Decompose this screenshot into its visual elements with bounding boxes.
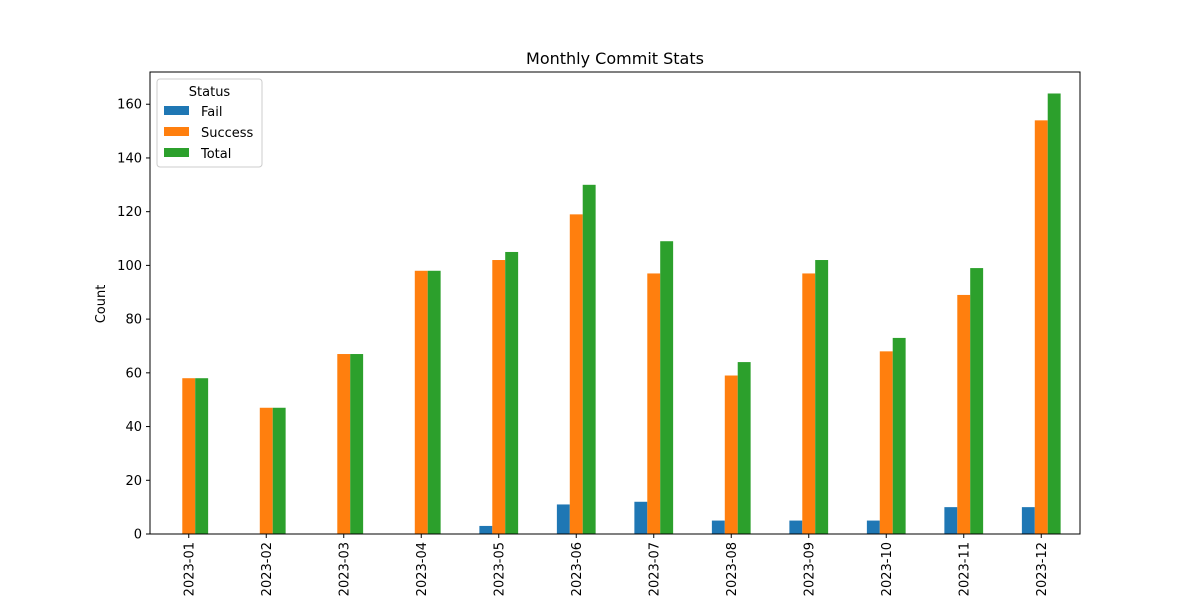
y-tick-label: 80	[125, 313, 142, 328]
x-tick-label: 2023-07	[647, 542, 662, 596]
bar-success-2023-08	[724, 375, 738, 534]
x-tick-label: 2023-06	[570, 542, 585, 596]
legend-title: Status	[189, 85, 231, 100]
y-tick-label: 160	[117, 98, 142, 113]
legend-label-fail: Fail	[201, 105, 222, 120]
legend-swatch-fail	[164, 106, 189, 115]
bar-fail-2023-09	[789, 520, 803, 534]
bar-success-2023-07	[647, 273, 661, 534]
legend-frame	[156, 78, 263, 168]
y-tick-label: 120	[117, 205, 142, 220]
legend-entries: Fail Success Total	[164, 105, 254, 162]
x-tick-label: 2023-02	[260, 542, 275, 596]
bar-fail-2023-11	[944, 507, 958, 534]
bar-success-2023-03	[337, 354, 351, 534]
x-tick-label: 2023-04	[415, 542, 430, 596]
bar-total-2023-08	[737, 362, 751, 534]
legend-swatch-success	[164, 127, 189, 136]
bar-success-2023-05	[492, 260, 506, 534]
bar-total-2023-02	[272, 407, 286, 534]
bar-fail-2023-07	[634, 501, 648, 534]
bar-total-2023-06	[582, 184, 596, 534]
x-tick-label: 2023-11	[957, 542, 972, 596]
bar-total-2023-10	[892, 337, 906, 534]
chart-title: Monthly Commit Stats	[526, 49, 704, 68]
bar-total-2023-04	[427, 270, 441, 534]
bar-total-2023-07	[660, 241, 674, 534]
bars-layer	[182, 93, 1061, 535]
bar-success-2023-04	[414, 270, 428, 534]
legend-label-total: Total	[200, 147, 231, 162]
legend-swatch-total	[164, 148, 189, 157]
legend-label-success: Success	[201, 126, 254, 141]
y-tick-label: 140	[117, 151, 142, 166]
x-tick-label: 2023-10	[880, 542, 895, 596]
legend: Status Fail Success Total	[156, 78, 263, 168]
x-tick-label: 2023-09	[802, 542, 817, 596]
y-axis-label: Count	[94, 285, 109, 324]
y-tick-label: 100	[117, 259, 142, 274]
x-tick-label: 2023-05	[492, 542, 507, 596]
x-tick-label: 2023-03	[337, 542, 352, 596]
bar-total-2023-05	[505, 251, 519, 534]
bar-success-2023-06	[569, 214, 583, 535]
y-tick-label: 20	[125, 474, 142, 489]
plot-frame	[149, 71, 1081, 535]
axes-layer: 0 20 40 60 80 100 120 140 160 2023-01 2023-02 2023-…	[117, 71, 1081, 596]
x-tick-label: 2023-08	[725, 542, 740, 596]
bar-fail-2023-10	[866, 520, 880, 534]
bar-total-2023-11	[970, 268, 984, 534]
bar-total-2023-09	[815, 260, 829, 534]
bar-success-2023-02	[259, 407, 273, 534]
bar-fail-2023-05	[479, 525, 493, 534]
bar-fail-2023-06	[556, 504, 570, 534]
bar-fail-2023-08	[711, 520, 725, 534]
bar-success-2023-10	[879, 351, 893, 534]
x-tick-label: 2023-12	[1035, 542, 1050, 596]
bar-fail-2023-12	[1021, 507, 1035, 534]
bar-total-2023-01	[195, 378, 209, 534]
bar-total-2023-03	[350, 354, 364, 534]
y-tick-label: 60	[125, 366, 142, 381]
bar-success-2023-01	[182, 378, 196, 534]
bar-success-2023-11	[957, 294, 971, 534]
bar-success-2023-12	[1034, 120, 1048, 534]
bar-total-2023-12	[1047, 93, 1061, 535]
x-tick-label: 2023-01	[182, 542, 197, 596]
y-tick-label: 40	[125, 420, 142, 435]
bar-success-2023-09	[802, 273, 816, 534]
y-tick-label: 0	[134, 528, 142, 543]
